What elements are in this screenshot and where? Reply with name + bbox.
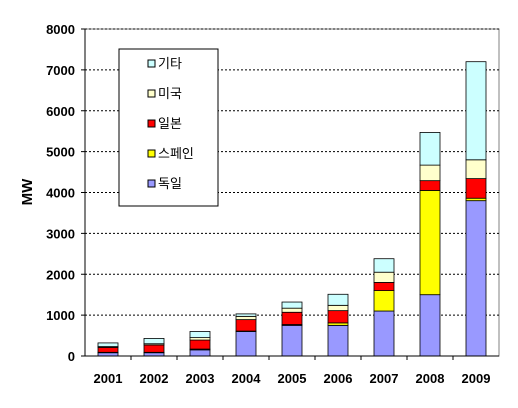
bars [97,61,487,357]
bar-segment [419,180,441,191]
bar-segment [189,339,211,350]
legend-label: 기타 [158,57,182,72]
bar-segment [235,319,257,332]
x-tick-label: 2003 [186,371,215,386]
y-tick-label: 1000 [46,308,75,323]
legend-swatch [147,89,156,98]
legend-label: 독일 [158,177,182,192]
bar-segment [327,293,349,306]
legend-label: 일본 [158,117,182,132]
y-tick-label: 8000 [46,22,75,37]
legend-swatch [147,179,156,188]
legend-swatch [147,119,156,128]
y-tick-label: 5000 [46,145,75,160]
x-tick-label: 2008 [416,371,445,386]
bar-segment [465,200,487,357]
bar-segment [189,349,211,357]
y-tick-label: 0 [68,349,75,364]
x-tick-label: 2006 [324,371,353,386]
legend-swatch [147,59,156,68]
y-tick-label: 2000 [46,267,75,282]
bar-segment [281,311,303,325]
bar-segment [235,315,257,321]
bar-segment [327,310,349,324]
legend-swatch [147,149,156,158]
bar-segment [419,190,441,296]
bar-segment [465,159,487,180]
bar-segment [97,347,119,353]
y-tick-label: 4000 [46,186,75,201]
bar-segment [281,307,303,313]
bar-segment [143,338,165,345]
x-tick-label: 2005 [278,371,307,386]
bar-segment [373,290,395,312]
bar-segment [465,61,487,161]
bar-segment [419,294,441,357]
bar-segment [373,271,395,283]
y-tick-label: 6000 [46,104,75,119]
x-tick-label: 2002 [140,371,169,386]
legend-label: 미국 [158,87,182,102]
bar-segment [143,344,165,353]
y-axis-label: MW [19,178,36,205]
x-tick-label: 2007 [370,371,399,386]
bar-segment [189,331,211,339]
x-tick-label: 2001 [94,371,123,386]
y-tick-label: 3000 [46,226,75,241]
bar-segment [235,331,257,357]
x-tick-label: 2009 [462,371,491,386]
bar-segment [419,164,441,182]
bar-segment [373,282,395,291]
bar-segment [97,342,119,347]
x-tick-label: 2004 [232,371,262,386]
bar-segment [373,258,395,273]
bar-segment [327,304,349,312]
bar-segment [465,178,487,199]
x-axis-ticks: 2001 2002 2003 2004 2005 2006 2007 2008 2009 [94,356,491,386]
y-axis-ticks: 0 1000 2000 3000 4000 5000 6000 7000 8000 [46,22,85,364]
y-tick-label: 7000 [46,63,75,78]
bar-segment [419,132,441,166]
bar-segment [281,301,303,309]
legend-box [118,48,219,207]
bar-segment [327,324,349,357]
legend-label: 스페인 [158,147,194,162]
bar-segment [281,324,303,357]
bar-segment [373,310,395,357]
bar-segment [235,313,257,317]
